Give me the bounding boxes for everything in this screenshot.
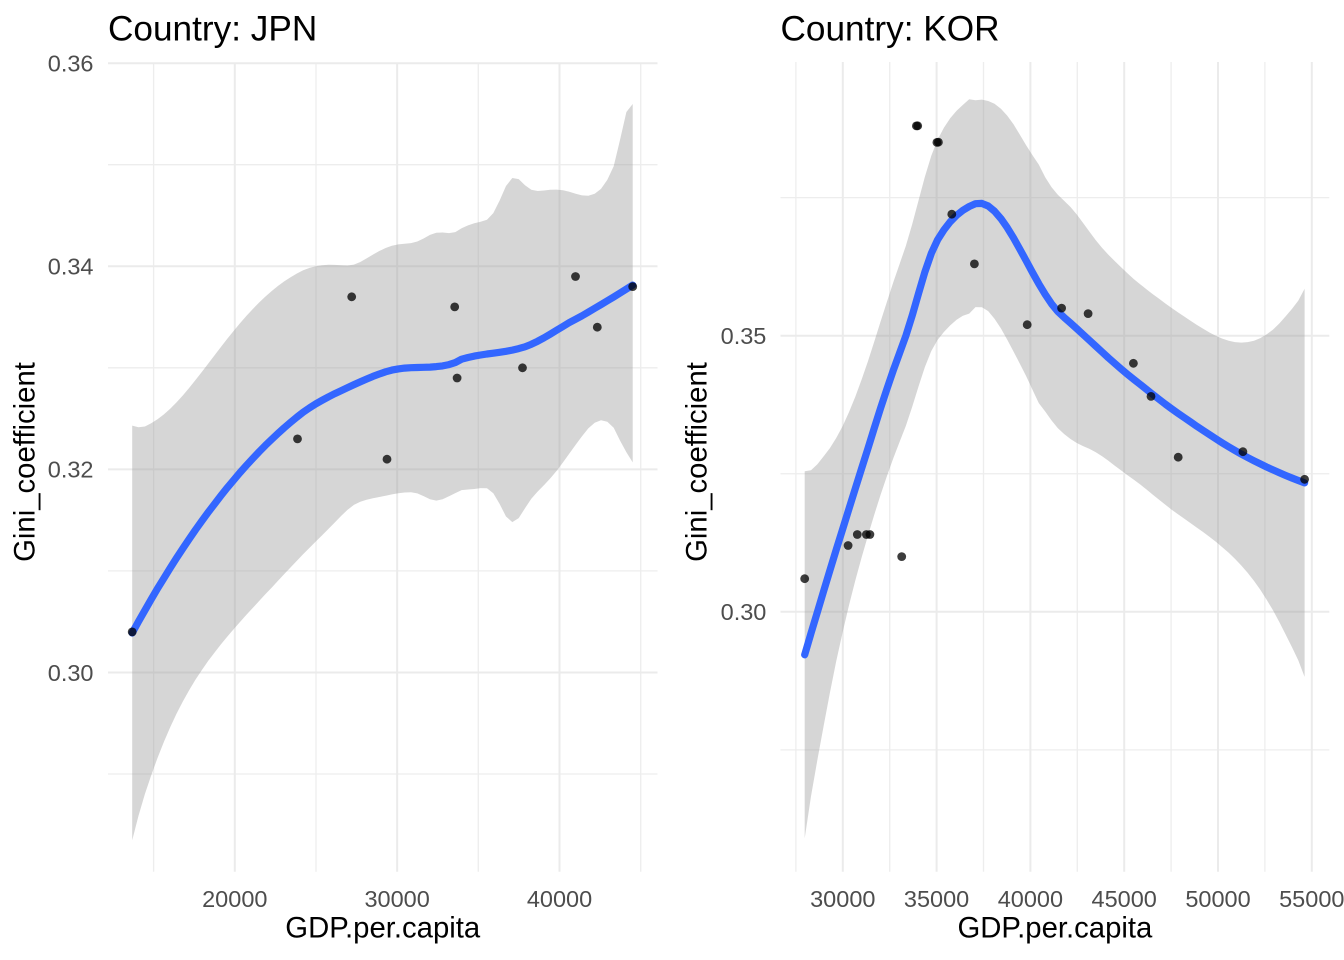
svg-text:0.32: 0.32 xyxy=(48,457,94,483)
svg-text:0.34: 0.34 xyxy=(48,254,94,280)
svg-text:40000: 40000 xyxy=(527,886,592,912)
svg-text:0.35: 0.35 xyxy=(721,323,767,349)
svg-text:50000: 50000 xyxy=(1185,886,1250,912)
svg-text:Gini_coefficient: Gini_coefficient xyxy=(9,362,42,562)
svg-text:35000: 35000 xyxy=(904,886,969,912)
svg-text:0.36: 0.36 xyxy=(48,51,94,77)
svg-text:Country: KOR: Country: KOR xyxy=(781,10,1000,49)
svg-text:GDP.per.capita: GDP.per.capita xyxy=(957,912,1153,945)
svg-text:0.30: 0.30 xyxy=(721,599,767,625)
svg-text:30000: 30000 xyxy=(364,886,429,912)
svg-text:55000: 55000 xyxy=(1279,886,1344,912)
svg-text:20000: 20000 xyxy=(202,886,267,912)
svg-text:GDP.per.capita: GDP.per.capita xyxy=(285,912,481,945)
svg-text:40000: 40000 xyxy=(998,886,1063,912)
svg-text:0.30: 0.30 xyxy=(48,660,94,686)
svg-text:Country: JPN: Country: JPN xyxy=(108,10,317,49)
svg-text:45000: 45000 xyxy=(1092,886,1157,912)
svg-text:30000: 30000 xyxy=(810,886,875,912)
svg-text:Gini_coefficient: Gini_coefficient xyxy=(681,362,714,562)
